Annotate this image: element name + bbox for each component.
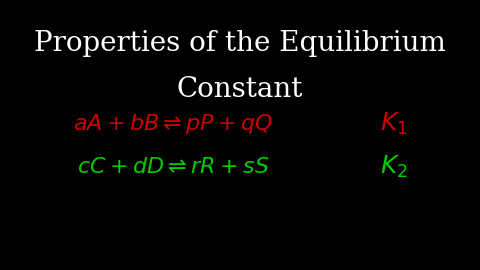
- Text: $\mathit{K}_2$: $\mathit{K}_2$: [380, 154, 408, 181]
- Text: $\mathit{K}_1$: $\mathit{K}_1$: [380, 111, 408, 137]
- Text: Properties of the Equilibrium: Properties of the Equilibrium: [34, 30, 446, 57]
- Text: $\mathit{aA} + \mathit{bB} \rightleftharpoons \mathit{pP} + \mathit{qQ}$: $\mathit{aA} + \mathit{bB} \rightlefthar…: [72, 112, 273, 136]
- Text: Constant: Constant: [177, 76, 303, 103]
- Text: $\mathit{cC} + \mathit{dD} \rightleftharpoons \mathit{rR} + \mathit{sS}$: $\mathit{cC} + \mathit{dD} \rightlefthar…: [76, 156, 269, 178]
